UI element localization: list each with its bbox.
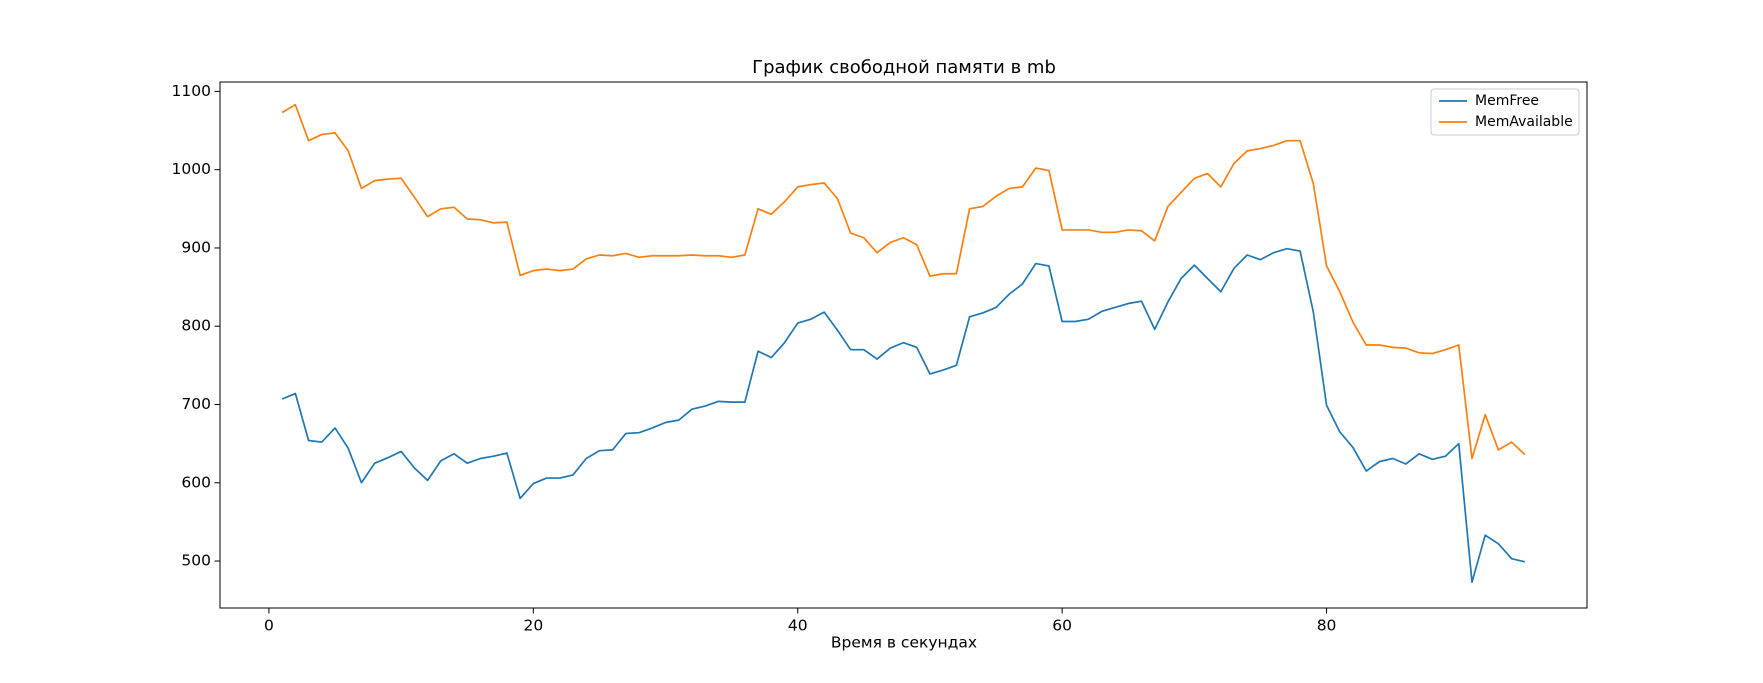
- y-tick-label: 1000: [172, 160, 211, 178]
- y-tick-label: 800: [181, 317, 211, 335]
- line-series: [281, 247, 1526, 584]
- y-tick-label: 500: [181, 552, 211, 570]
- plot-frame: [219, 81, 1588, 609]
- x-tick-label: 80: [1317, 617, 1337, 635]
- y-tick-label: 600: [181, 473, 211, 491]
- y-tick-label: 700: [181, 395, 211, 413]
- x-tick-label: 0: [264, 617, 274, 635]
- chart-title: График свободной памяти в mb: [752, 57, 1056, 78]
- y-tick-label: 1100: [172, 82, 211, 100]
- x-axis-label: Время в секундах: [831, 634, 977, 652]
- legend-box: [1430, 88, 1580, 136]
- legend-label: MemFree: [1475, 93, 1539, 109]
- x-tick-label: 40: [788, 617, 808, 635]
- line-series: [281, 103, 1526, 460]
- legend-label: MemAvailable: [1475, 114, 1573, 130]
- y-tick-label: 900: [181, 238, 211, 256]
- x-tick-label: 60: [1052, 617, 1072, 635]
- x-tick-label: 20: [523, 617, 543, 635]
